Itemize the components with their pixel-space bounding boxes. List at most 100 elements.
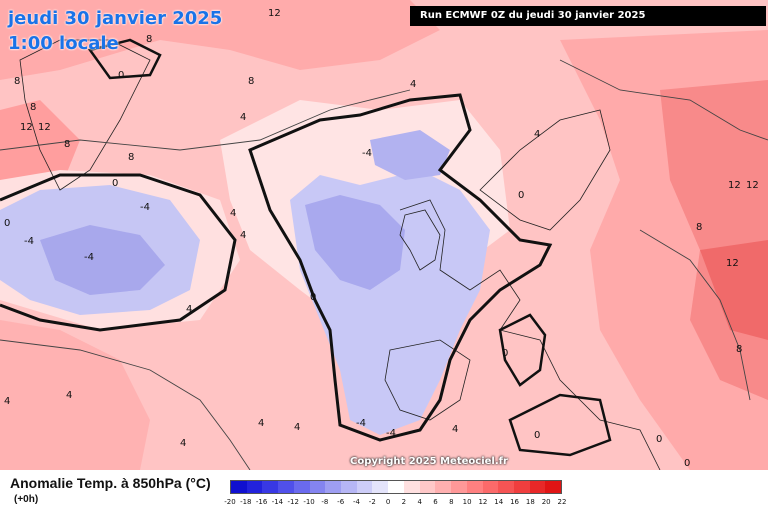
warm-area-north xyxy=(0,0,440,80)
contour-label: -4 xyxy=(140,202,150,213)
colorbar-tick-label: 6 xyxy=(433,498,438,506)
thin-contour-1 xyxy=(0,89,411,151)
contour-label: 0 xyxy=(656,434,662,445)
cold-area-iceland xyxy=(370,130,450,180)
colorbar-tick-label: -16 xyxy=(255,498,268,506)
contour-label: 0 xyxy=(112,178,118,189)
contour-label: 12 xyxy=(38,122,51,133)
forecast-time-title: 1:00 locale xyxy=(8,33,119,54)
colorbar-swatch xyxy=(246,481,263,493)
contour-label: 4 xyxy=(534,129,540,140)
contour-label: 12 xyxy=(268,8,281,19)
copyright-text: Copyright 2025 Meteociel.fr xyxy=(350,456,508,467)
colorbar-tick-label: 14 xyxy=(494,498,504,506)
contour-label: 4 xyxy=(452,424,458,435)
colorbar-swatch xyxy=(372,481,389,493)
cold-core-atlantic xyxy=(305,195,405,290)
colorbar-swatch xyxy=(513,481,530,493)
contour-label: 0 xyxy=(310,292,316,303)
colorbar-swatch xyxy=(435,481,452,493)
contour-label: 4 xyxy=(180,438,186,449)
zero-contour-north xyxy=(87,38,162,80)
cold-core-labrador xyxy=(40,225,165,295)
forecast-date-title: jeudi 30 janvier 2025 xyxy=(8,8,223,29)
contour-label: 8 xyxy=(696,222,702,233)
contour-label: 0 xyxy=(4,218,10,229)
colorbar-swatch xyxy=(325,481,342,493)
contour-label: 8 xyxy=(64,139,70,150)
contour-label: 4 xyxy=(66,390,72,401)
colorbar-tick-label: 10 xyxy=(462,498,472,506)
colorbar-tick-label: 8 xyxy=(449,498,454,506)
contour-label: -4 xyxy=(356,418,366,429)
colorbar-swatch xyxy=(278,481,294,493)
colorbar-tick-label: -4 xyxy=(352,498,360,506)
contour-label: -4 xyxy=(24,236,34,247)
contour-label: 8 xyxy=(30,102,36,113)
colorbar-swatch xyxy=(341,481,357,493)
contour-label: 12 xyxy=(726,258,739,269)
zero-contour-atlantic xyxy=(248,93,553,442)
colorbar-swatch xyxy=(545,481,562,493)
contour-label: 8 xyxy=(248,76,254,87)
contour-label: 4 xyxy=(410,79,416,90)
colorbar-swatch xyxy=(498,481,514,493)
contour-label: 12 xyxy=(728,180,741,191)
colorbar-tick-label: 18 xyxy=(525,498,535,506)
colorbar-tick-label: -2 xyxy=(368,498,376,506)
colorbar-tick-label: 16 xyxy=(510,498,520,506)
colorbar-tick-label: -10 xyxy=(303,498,315,506)
colorbar-tick-label: 12 xyxy=(478,498,488,506)
contour-label: -4 xyxy=(362,148,372,159)
contour-label: 8 xyxy=(128,152,134,163)
contour-label: 8 xyxy=(146,34,152,45)
colorbar-tick-label: 22 xyxy=(557,498,567,506)
thin-contour-3 xyxy=(559,59,768,141)
lead-time-label: (+0h) xyxy=(14,494,39,505)
colorbar-swatch xyxy=(356,481,373,493)
zero-contour-south xyxy=(508,393,612,457)
colorbar-ticks: -20 -18 -16 -14 -12 -10 -8 -6 -4 -2 0 2 4 6 8 10 12 14 16 1… xyxy=(224,498,566,508)
contour-label: 0 xyxy=(684,458,690,469)
contour-label: 0 xyxy=(534,430,540,441)
colorbar-tick-label: 0 xyxy=(385,498,391,506)
europe-coast xyxy=(399,199,661,470)
contour-label: 0 xyxy=(518,190,524,201)
colorbar-tick-label: -20 xyxy=(224,498,236,506)
greenland-coast xyxy=(19,39,151,191)
colorbar-swatch xyxy=(419,481,436,493)
legend-title: Anomalie Temp. à 850hPa (°C) xyxy=(10,475,211,491)
contour-label: 4 xyxy=(258,418,264,429)
contour-label: 0 xyxy=(118,70,124,81)
contour-label: 12 xyxy=(746,180,759,191)
colorbar-swatch xyxy=(482,481,499,493)
contour-label: 8 xyxy=(14,76,20,87)
hot-core-east xyxy=(700,240,768,340)
contour-label: 8 xyxy=(736,344,742,355)
temperature-anomaly-map: 12 8 0 8 4 8 12 12 8 0 4 8 4 0 -4 -4 -4 … xyxy=(0,0,768,470)
colorbar xyxy=(230,480,562,494)
colorbar-tick-label: -14 xyxy=(271,498,284,506)
zero-contour-mediterranean xyxy=(498,313,547,387)
uk-coast xyxy=(399,209,441,271)
contour-label: 12 xyxy=(20,122,33,133)
colorbar-swatch xyxy=(403,481,420,493)
contour-label: 4 xyxy=(294,422,300,433)
contour-label: 4 xyxy=(240,112,246,123)
contour-label: 4 xyxy=(240,230,246,241)
iberia-coast xyxy=(384,339,471,421)
colorbar-swatch xyxy=(451,481,467,493)
contour-label: 4 xyxy=(230,208,236,219)
colorbar-swatch xyxy=(262,481,279,493)
colorbar-swatch xyxy=(309,481,326,493)
model-run-banner: Run ECMWF 0Z du jeudi 30 janvier 2025 xyxy=(410,6,766,26)
colorbar-tick-label: 20 xyxy=(541,498,551,506)
colorbar-tick-label: -12 xyxy=(287,498,299,506)
scandinavia-coast xyxy=(479,109,611,231)
thin-contour-4 xyxy=(639,229,751,401)
colorbar-swatch xyxy=(466,481,483,493)
warm-area-southwest xyxy=(0,320,150,470)
legend-panel: Anomalie Temp. à 850hPa (°C) (+0h) -20 -1… xyxy=(0,470,768,512)
colorbar-tick-label: 4 xyxy=(417,498,422,506)
